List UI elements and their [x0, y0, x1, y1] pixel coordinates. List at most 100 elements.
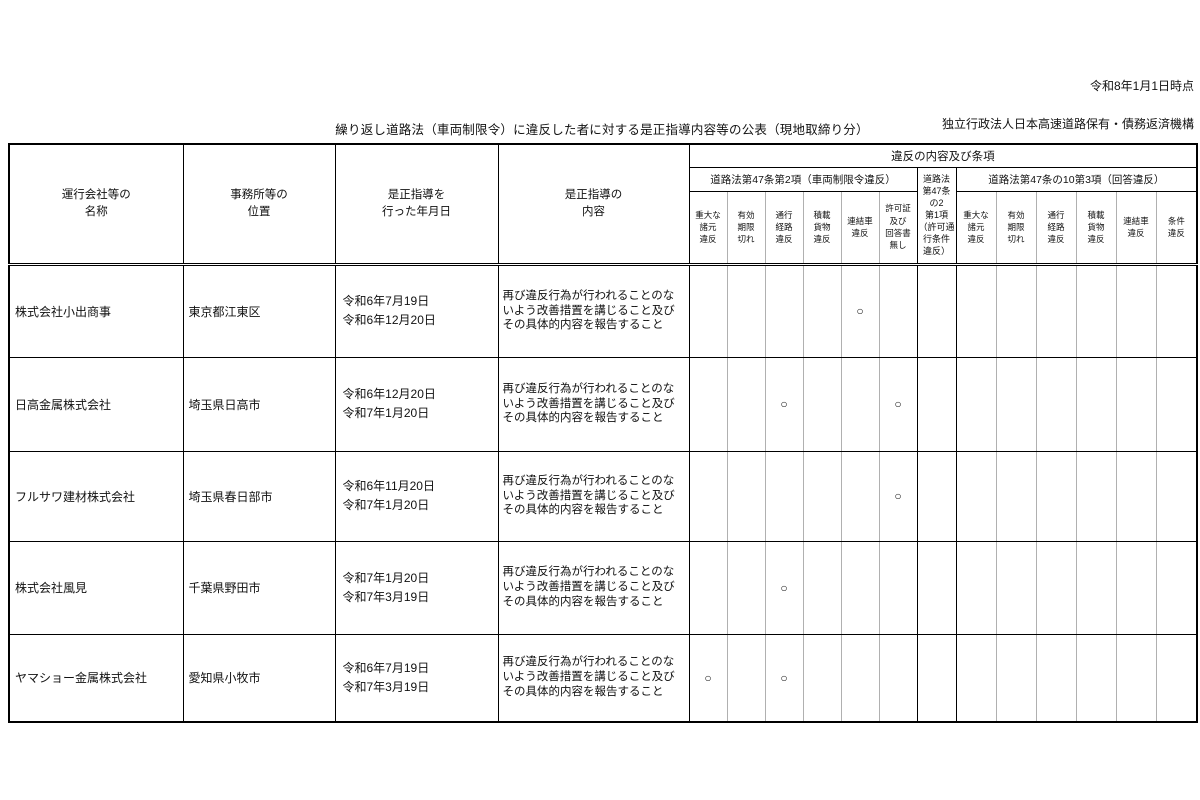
empty-mark-cell [916, 633, 957, 723]
table-header: 運行会社等の 名称 事務所等の 位置 是正指導を 行った年月日 是正指導の 内容… [8, 143, 1198, 266]
empty-mark-cell [840, 450, 879, 542]
empty-mark-cell [1035, 450, 1076, 542]
dates-cell: 令和6年7月19日 令和7年3月19日 [334, 633, 499, 723]
col-header-section1: 道路法第47条第2項（車両制限令違反） [688, 166, 918, 192]
company-cell: フルサワ建材株式会社 [8, 450, 184, 542]
empty-mark-cell [878, 633, 917, 723]
empty-mark-cell [688, 450, 727, 542]
empty-mark-cell [726, 540, 765, 635]
violation-mark-cell: ○ [840, 263, 879, 358]
empty-mark-cell [726, 450, 765, 542]
col-header-s2-spec-violation: 重大な 諸元 違反 [955, 190, 996, 266]
empty-mark-cell [1035, 263, 1076, 358]
empty-mark-cell [1075, 633, 1116, 723]
company-cell: 株式会社小出商事 [8, 263, 184, 358]
dates-cell: 令和6年12月20日 令和7年1月20日 [334, 356, 499, 452]
empty-mark-cell [955, 540, 996, 635]
empty-mark-cell [1075, 450, 1116, 542]
empty-mark-cell [878, 540, 917, 635]
col-header-s2-route-violation: 通行 経路 違反 [1035, 190, 1076, 266]
empty-mark-cell [1035, 540, 1076, 635]
table-row: ヤマショー金属株式会社 愛知県小牧市 令和6年7月19日 令和7年3月19日 再び違反… [8, 633, 1198, 723]
empty-mark-cell [802, 633, 841, 723]
guidance-cell: 再び違反行為が行われることのないよう改善措置を講じること及びその具体的内容を報告… [497, 540, 690, 635]
empty-mark-cell [764, 450, 803, 542]
col-header-violation-group: 違反の内容及び条項 [688, 143, 1198, 168]
document-meta: 令和8年1月1日時点 独立行政法人日本高速道路保有・債務返済機構 [942, 77, 1194, 134]
empty-mark-cell [878, 263, 917, 358]
empty-mark-cell [916, 263, 957, 358]
office-cell: 埼玉県日高市 [182, 356, 336, 452]
guidance-cell: 再び違反行為が行われることのないよう改善措置を講じること及びその具体的内容を報告… [497, 356, 690, 452]
page-title: 繰り返し道路法（車両制限令）に違反した者に対する是正指導内容等の公表（現地取締り… [335, 123, 869, 137]
table-body: 株式会社小出商事 東京都江東区 令和6年7月19日 令和6年12月20日 再び違反行為… [8, 263, 1198, 723]
office-cell: 埼玉県春日部市 [182, 450, 336, 542]
empty-mark-cell [955, 450, 996, 542]
empty-mark-cell [916, 356, 957, 452]
col-header-company: 運行会社等の 名称 [8, 143, 184, 266]
table-row: 日高金属株式会社 埼玉県日高市 令和6年12月20日 令和7年1月20日 再び違反行為… [8, 356, 1198, 452]
empty-mark-cell [840, 356, 879, 452]
guidance-cell: 再び違反行為が行われることのないよう改善措置を講じること及びその具体的内容を報告… [497, 450, 690, 542]
company-cell: 株式会社風見 [8, 540, 184, 635]
empty-mark-cell [688, 540, 727, 635]
empty-mark-cell [1155, 356, 1198, 452]
col-header-office: 事務所等の 位置 [182, 143, 336, 266]
col-header-article47-2: 道路法 第47条 の2 第1項 （許可通 行条件 違反） [916, 166, 957, 266]
empty-mark-cell [995, 450, 1036, 542]
empty-mark-cell [1155, 633, 1198, 723]
empty-mark-cell [1115, 633, 1156, 723]
col-header-s1-spec-violation: 重大な 諸元 違反 [688, 190, 727, 266]
empty-mark-cell [1155, 540, 1198, 635]
empty-mark-cell [995, 356, 1036, 452]
empty-mark-cell [1115, 540, 1156, 635]
empty-mark-cell [726, 633, 765, 723]
empty-mark-cell [802, 263, 841, 358]
empty-mark-cell [726, 263, 765, 358]
empty-mark-cell [955, 356, 996, 452]
col-header-s1-route-violation: 通行 経路 違反 [764, 190, 803, 266]
empty-mark-cell [840, 540, 879, 635]
empty-mark-cell [1035, 633, 1076, 723]
violation-table-wrapper: 運行会社等の 名称 事務所等の 位置 是正指導を 行った年月日 是正指導の 内容… [8, 143, 1199, 723]
company-cell: 日高金属株式会社 [8, 356, 184, 452]
empty-mark-cell [840, 633, 879, 723]
col-header-s2-expired: 有効 期限 切れ [995, 190, 1036, 266]
table-row: 株式会社風見 千葉県野田市 令和7年1月20日 令和7年3月19日 再び違反行為が行わ… [8, 540, 1198, 635]
empty-mark-cell [1075, 263, 1116, 358]
empty-mark-cell [1075, 540, 1116, 635]
col-header-s2-condition-violation: 条件 違反 [1155, 190, 1198, 266]
empty-mark-cell [802, 450, 841, 542]
office-cell: 東京都江東区 [182, 263, 336, 358]
empty-mark-cell [916, 540, 957, 635]
violation-mark-cell: ○ [764, 540, 803, 635]
dates-cell: 令和6年7月19日 令和6年12月20日 [334, 263, 499, 358]
empty-mark-cell [802, 540, 841, 635]
col-header-s1-no-permit: 許可証 及び 回答書 無し [878, 190, 917, 266]
empty-mark-cell [726, 356, 765, 452]
col-header-s1-trailer-violation: 連結車 違反 [840, 190, 879, 266]
col-header-s2-cargo-violation: 積載 貨物 違反 [1075, 190, 1116, 266]
violation-mark-cell: ○ [878, 450, 917, 542]
empty-mark-cell [688, 263, 727, 358]
col-header-s1-cargo-violation: 積載 貨物 違反 [802, 190, 841, 266]
empty-mark-cell [802, 356, 841, 452]
empty-mark-cell [995, 633, 1036, 723]
violation-table: 運行会社等の 名称 事務所等の 位置 是正指導を 行った年月日 是正指導の 内容… [8, 143, 1199, 723]
as-of-date: 令和8年1月1日時点 [1089, 79, 1194, 93]
col-header-guidance-date: 是正指導を 行った年月日 [334, 143, 499, 266]
violation-mark-cell: ○ [878, 356, 917, 452]
empty-mark-cell [1155, 263, 1198, 358]
empty-mark-cell [1035, 356, 1076, 452]
col-header-section2: 道路法第47条の10第3項（回答違反） [955, 166, 1198, 192]
empty-mark-cell [955, 633, 996, 723]
company-cell: ヤマショー金属株式会社 [8, 633, 184, 723]
empty-mark-cell [995, 540, 1036, 635]
empty-mark-cell [1115, 356, 1156, 452]
violation-mark-cell: ○ [764, 356, 803, 452]
empty-mark-cell [1075, 356, 1116, 452]
guidance-cell: 再び違反行為が行われることのないよう改善措置を講じること及びその具体的内容を報告… [497, 633, 690, 723]
guidance-cell: 再び違反行為が行われることのないよう改善措置を講じること及びその具体的内容を報告… [497, 263, 690, 358]
office-cell: 千葉県野田市 [182, 540, 336, 635]
